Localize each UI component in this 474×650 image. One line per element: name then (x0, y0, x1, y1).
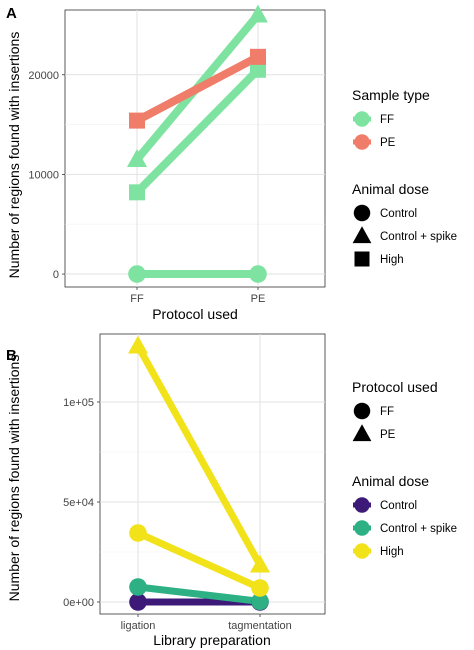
data-point (250, 48, 266, 65)
x-tick-label: tagmentation (228, 620, 292, 632)
x-tick-label: PE (251, 293, 266, 305)
data-point (250, 61, 266, 78)
legend-title: Sample type (352, 87, 430, 103)
legend-key-marker (352, 226, 372, 244)
series-line (136, 529, 262, 592)
panel-a-label: A (6, 5, 17, 22)
legend-key-marker (354, 520, 370, 536)
data-point (250, 554, 270, 573)
panel-b-ylabel: Number of regions found with insertions (6, 355, 22, 602)
panel-a-xlabel: Protocol used (152, 306, 238, 322)
series-line (135, 53, 260, 125)
y-tick-label: 20000 (28, 70, 59, 82)
legend-title: Animal dose (352, 473, 429, 489)
legend-key-marker (353, 402, 371, 420)
legend-item-label: FF (380, 114, 394, 126)
panel-b-series (128, 335, 270, 611)
legend-item-label: High (380, 546, 404, 558)
data-point (251, 592, 269, 611)
legend-key-marker (353, 204, 371, 222)
panel-b-label: B (6, 347, 17, 364)
legend-title: Animal dose (352, 181, 429, 197)
legend-item-label: Control + spike (380, 231, 457, 243)
data-point (129, 593, 147, 611)
x-tick-label: ligation (121, 620, 156, 632)
data-point (128, 265, 146, 283)
data-point (248, 4, 268, 23)
legend-title: Protocol used (352, 379, 438, 395)
series-line (134, 344, 264, 567)
legend-key-marker (354, 134, 370, 150)
panel-a: A Number of regions found with insertion… (6, 4, 457, 322)
y-tick-label: 10000 (28, 169, 59, 181)
y-tick-label: 0e+00 (63, 597, 94, 609)
y-tick-label: 0 (53, 269, 59, 281)
legend-item-label: High (380, 254, 404, 266)
legend-key-marker (352, 424, 372, 442)
legend-key-marker (354, 497, 370, 513)
y-tick-label: 1e+05 (63, 397, 94, 409)
series-line (137, 583, 261, 605)
panel-a-ticks: 0 10000 20000 FF PE (28, 70, 265, 305)
panel-a-ylabel: Number of regions found with insertions (6, 32, 22, 279)
legend-key-marker (354, 543, 370, 559)
legend-item-label: PE (380, 429, 396, 441)
legend-key-marker (354, 111, 370, 127)
panel-b-legend: Protocol used FF PE Animal dose Control Contr… (352, 379, 457, 559)
panel-a-legend: Sample type FF PE Animal dose Control Control… (352, 87, 457, 267)
y-tick-label: 5e+04 (63, 497, 94, 509)
panel-b-grid (100, 334, 325, 614)
series-line (134, 66, 261, 196)
legend-key-marker (354, 251, 370, 267)
x-tick-label: FF (130, 293, 144, 305)
legend-item-label: Control + spike (380, 523, 457, 535)
data-point (128, 335, 148, 354)
legend-item-label: Control (380, 208, 417, 220)
data-point (251, 579, 269, 597)
data-point (127, 149, 147, 168)
panel-a-series (127, 4, 268, 283)
legend-item-label: Control (380, 500, 417, 512)
data-point (129, 112, 145, 129)
data-point (249, 265, 267, 283)
legend-item-label: FF (380, 406, 394, 418)
panel-b-xlabel: Library preparation (153, 632, 271, 648)
legend-item-label: PE (380, 137, 396, 149)
data-point (129, 578, 147, 596)
data-point (129, 184, 145, 201)
panel-a-plot-area (64, 9, 326, 288)
data-point (129, 524, 147, 542)
panel-b-ticks: 0e+00 5e+04 1e+05 ligation tagmentation (63, 397, 292, 632)
panel-b: B Number of regions found with insertion… (6, 333, 457, 648)
